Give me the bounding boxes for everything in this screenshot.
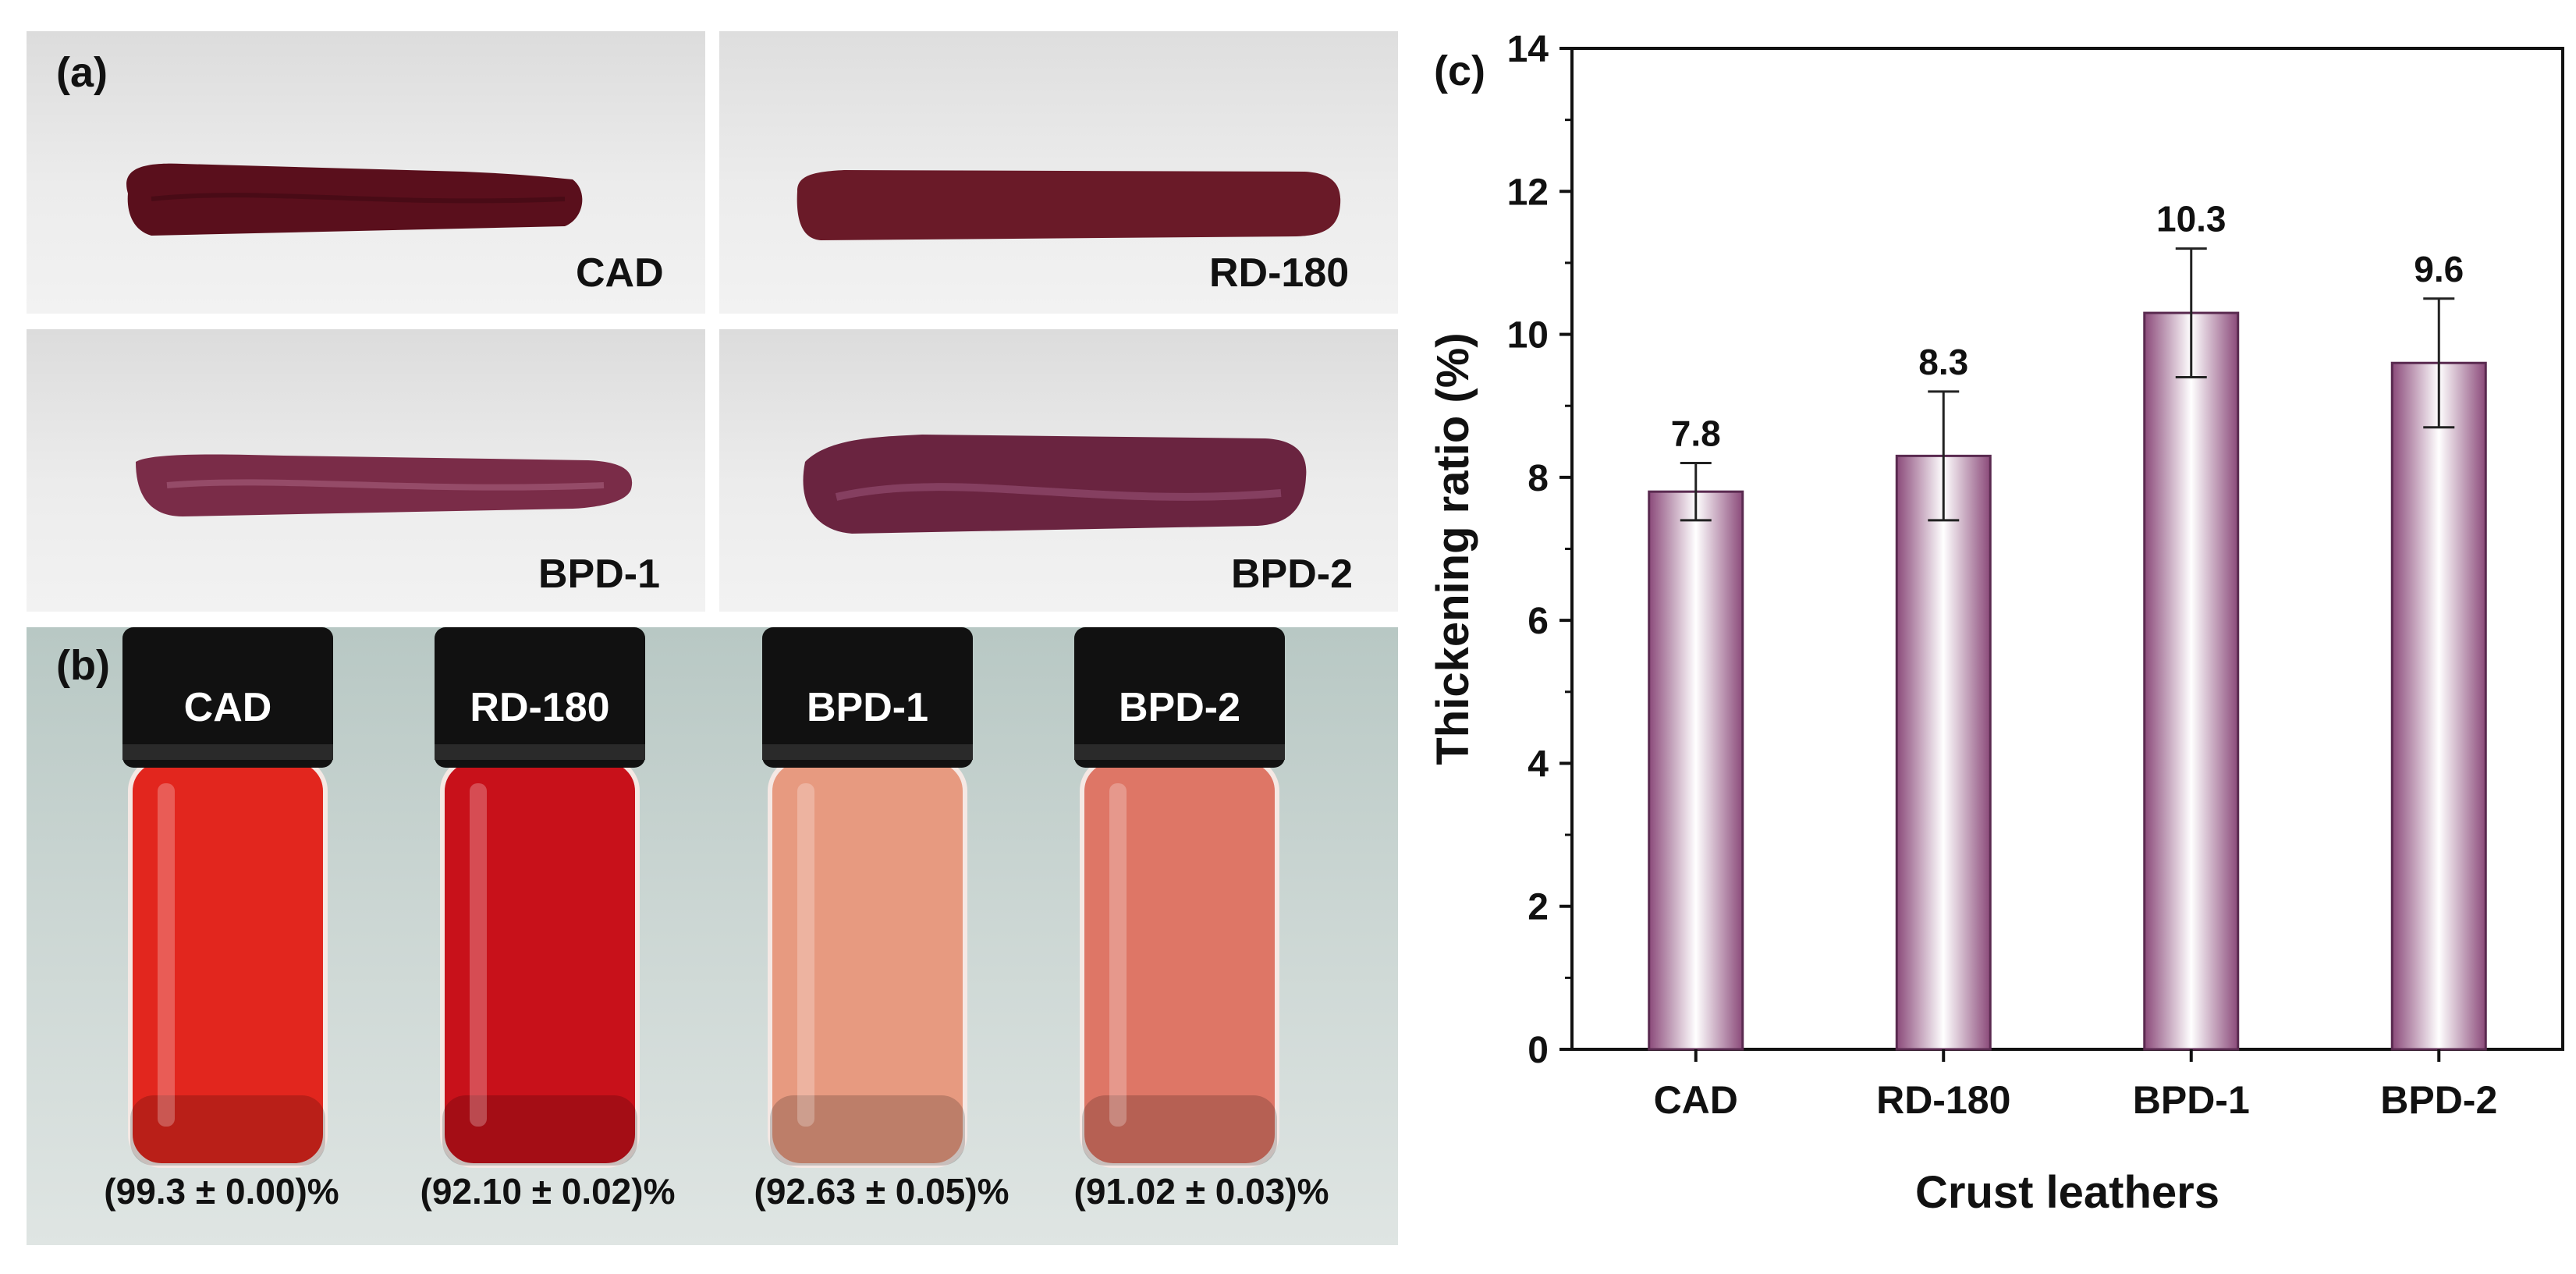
photo-label-rd180: RD-180 [1209,250,1350,296]
vial-sediment [1082,1095,1277,1166]
vial-highlight [1109,783,1127,1127]
leather-bpd1 [136,454,633,516]
y-tick-label: 0 [1528,1030,1549,1071]
y-tick-label: 8 [1528,458,1549,499]
x-tick-label: CAD [1654,1078,1738,1122]
y-tick-label: 2 [1528,887,1549,928]
panel-a-label: (a) [56,49,108,96]
x-axis-title: Crust leathers [1915,1167,2219,1218]
vial-1: RD-180 [435,627,645,1168]
value-label: 9.6 [2414,249,2464,289]
vial-cap-rim [122,744,333,760]
vial-cap-label: BPD-2 [1119,685,1240,730]
photo-bpd1 [27,329,705,612]
vial-2: BPD-1 [762,627,973,1168]
value-label: 8.3 [1918,342,1968,382]
vial-sediment [770,1095,965,1166]
bar-bpd-2 [2390,361,2487,1051]
y-tick-label: 6 [1528,601,1549,642]
photo-cad [27,31,705,314]
bar-bpd-1 [2143,311,2240,1051]
x-tick-label: RD-180 [1876,1078,2010,1122]
x-tick-label: BPD-1 [2133,1078,2250,1122]
x-tick-label: BPD-2 [2380,1078,2497,1122]
photo-label-bpd2: BPD-2 [1231,552,1354,597]
vial-sediment [442,1095,637,1166]
leather-bpd2 [803,435,1307,534]
vial-cap-label: CAD [184,685,272,730]
y-tick-label: 12 [1507,172,1549,213]
vial-sediment [130,1095,325,1166]
vial-cap-rim [762,744,973,760]
vial-highlight [470,783,487,1127]
y-tick-label: 10 [1507,315,1549,357]
vial-value-cad: (99.3 ± 0.00)% [104,1171,339,1212]
photo-rd180 [719,31,1398,314]
photo-bpd2 [719,329,1398,612]
y-tick-label: 14 [1507,29,1549,70]
value-label: 7.8 [1671,413,1721,454]
vial-cap-rim [1074,744,1285,760]
vial-0: CAD [122,627,333,1168]
vial-value-rd180: (92.10 ± 0.02)% [420,1171,676,1212]
vial-value-bpd1: (92.63 ± 0.05)% [754,1171,1009,1212]
vial-highlight [797,783,814,1127]
vial-cap [1074,627,1285,768]
vials-svg: CAD RD-180 BPD-1 BPD-2 [122,627,1285,1168]
vial-cap [435,627,645,768]
vial-cap-label: BPD-1 [807,685,928,730]
vial-cap-label: RD-180 [470,685,609,730]
vial-highlight [158,783,175,1127]
vial-cap-rim [435,744,645,760]
panel-b-label: (b) [56,642,110,689]
leather-cad [126,163,583,236]
vial-cap [762,627,973,768]
vial-value-bpd2: (91.02 ± 0.03)% [1073,1171,1329,1212]
panel-c-label: (c) [1434,48,1485,94]
vials-photo: CAD RD-180 BPD-1 BPD-2 [27,627,1398,1245]
bar-rd-180 [1895,454,1992,1051]
vial-cap [122,627,333,768]
value-label: 10.3 [2156,199,2227,240]
thickening-chart: 0 2 4 6 8 10 12 14 7.8 CAD 8.3 RD-180 10.3 BPD-1 9.6 BP… [1428,29,2564,1218]
vial-3: BPD-2 [1074,627,1285,1168]
y-axis-title: Thickening ratio (%) [1428,332,1478,765]
photo-label-cad: CAD [576,250,664,296]
photo-label-bpd1: BPD-1 [538,552,661,597]
leather-rd180 [797,170,1341,240]
bar-cad [1648,490,1744,1051]
y-tick-label: 4 [1528,743,1549,785]
